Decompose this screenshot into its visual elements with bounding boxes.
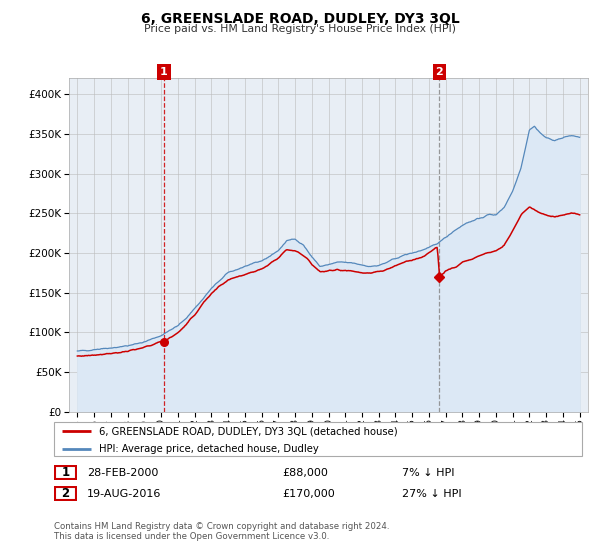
Text: 6, GREENSLADE ROAD, DUDLEY, DY3 3QL: 6, GREENSLADE ROAD, DUDLEY, DY3 3QL — [140, 12, 460, 26]
Text: Contains HM Land Registry data © Crown copyright and database right 2024.: Contains HM Land Registry data © Crown c… — [54, 522, 389, 531]
Text: 2: 2 — [61, 487, 70, 500]
FancyBboxPatch shape — [55, 487, 76, 500]
Text: 28-FEB-2000: 28-FEB-2000 — [87, 468, 158, 478]
FancyBboxPatch shape — [55, 466, 76, 479]
Text: £88,000: £88,000 — [282, 468, 328, 478]
Text: 19-AUG-2016: 19-AUG-2016 — [87, 489, 161, 499]
Text: 2: 2 — [436, 67, 443, 77]
Text: 1: 1 — [61, 466, 70, 479]
Text: HPI: Average price, detached house, Dudley: HPI: Average price, detached house, Dudl… — [99, 444, 319, 454]
Text: 27% ↓ HPI: 27% ↓ HPI — [402, 489, 461, 499]
FancyBboxPatch shape — [54, 422, 582, 456]
Text: £170,000: £170,000 — [282, 489, 335, 499]
Text: 1: 1 — [160, 67, 167, 77]
Text: 7% ↓ HPI: 7% ↓ HPI — [402, 468, 455, 478]
Text: Price paid vs. HM Land Registry's House Price Index (HPI): Price paid vs. HM Land Registry's House … — [144, 24, 456, 34]
Text: This data is licensed under the Open Government Licence v3.0.: This data is licensed under the Open Gov… — [54, 532, 329, 541]
Text: 6, GREENSLADE ROAD, DUDLEY, DY3 3QL (detached house): 6, GREENSLADE ROAD, DUDLEY, DY3 3QL (det… — [99, 426, 398, 436]
